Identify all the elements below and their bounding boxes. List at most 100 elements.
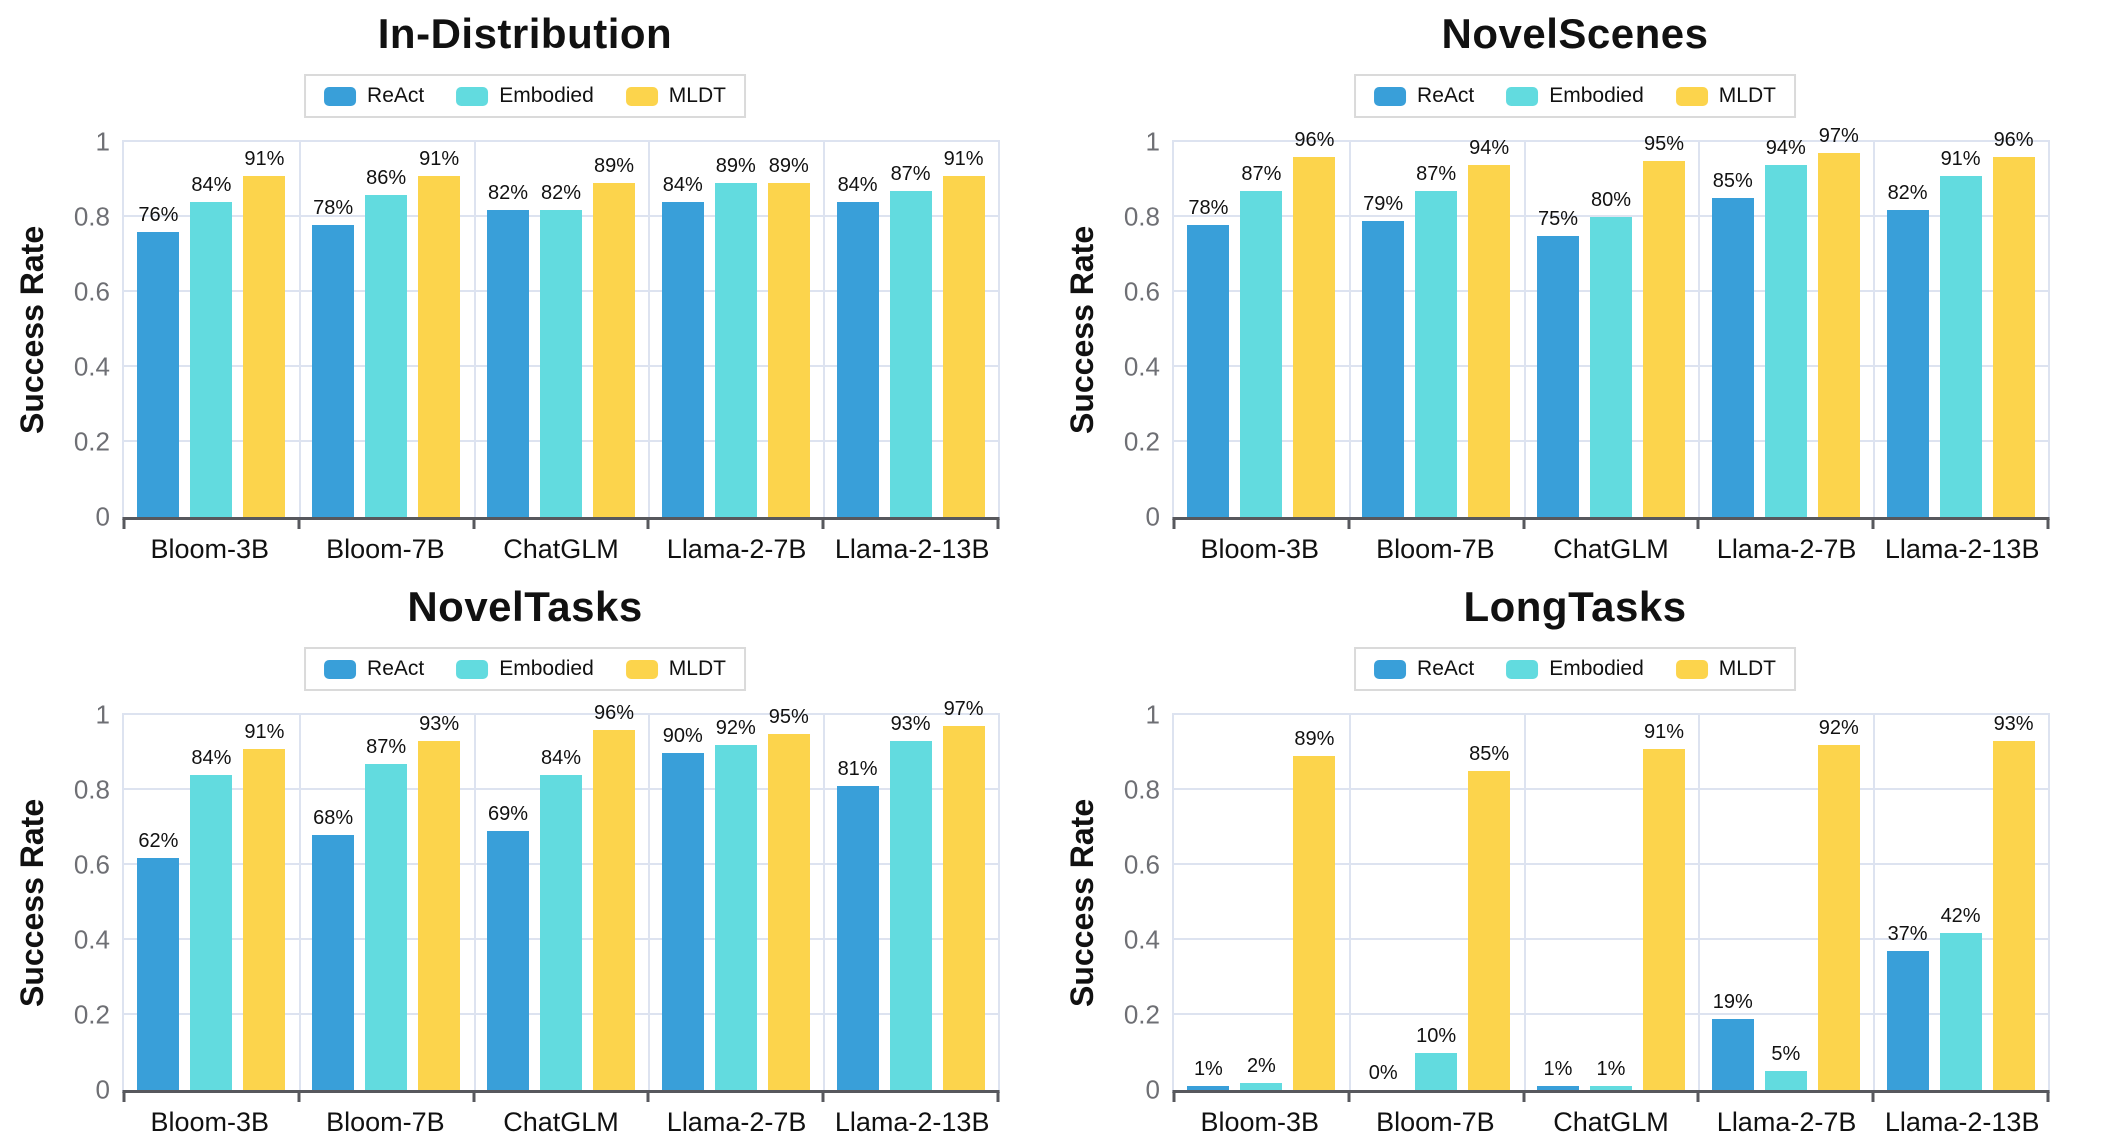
bar-value-label: 94% <box>1765 136 1806 159</box>
x-category-label: Llama-2-13B <box>1884 1107 2040 1137</box>
bar-embodied: 93% <box>889 713 932 1090</box>
bar-embodied: 84% <box>539 747 582 1090</box>
bar-embodied: 87% <box>889 163 932 517</box>
y-tick-label: 1 <box>95 699 110 730</box>
bar-group: 62% 84% 91% <box>124 715 299 1090</box>
bar-value-label: 84% <box>837 174 878 196</box>
x-category-label: Llama-2-13B <box>834 1107 990 1137</box>
legend-swatch-embodied <box>1506 659 1539 679</box>
gridline-vertical <box>648 715 651 1090</box>
bar-mldt: 91% <box>942 148 985 517</box>
legend-swatch-mldt <box>1675 659 1708 679</box>
bar-mldt: 93% <box>418 713 461 1090</box>
gridline-horizontal <box>1174 788 2048 790</box>
y-tick-label: 0.8 <box>73 201 110 232</box>
bar-value-label: 87% <box>1416 162 1457 185</box>
x-category-label: Llama-2-7B <box>666 534 807 564</box>
gridline-vertical <box>823 142 826 517</box>
bar-value-label: 89% <box>715 155 756 178</box>
chart-panel-novel-tasks: NovelTasks ReAct Embodied MLDT Success R… <box>0 573 1050 1146</box>
bar-react: 78% <box>312 197 355 517</box>
y-tick-label: 0.4 <box>73 924 110 955</box>
x-category-label: Llama-2-13B <box>1884 534 2040 564</box>
y-axis-title: Success Rate <box>14 225 50 435</box>
legend-label-react: ReAct <box>1417 657 1475 680</box>
x-axis-tick <box>472 517 476 529</box>
legend-label-embodied: Embodied <box>499 84 594 107</box>
bar-mldt: 91% <box>418 148 461 517</box>
bar-react: 19% <box>1711 991 1754 1090</box>
bar-value-label: 80% <box>1590 189 1631 211</box>
bar-group: 82% 91% 96% <box>1873 129 2048 517</box>
y-tick-label: 0 <box>95 1074 110 1105</box>
bar-embodied: 5% <box>1764 1043 1807 1090</box>
x-category-label: ChatGLM <box>1553 1107 1669 1137</box>
y-tick-label: 0.6 <box>1123 849 1160 880</box>
bar-react: 69% <box>486 803 529 1090</box>
y-axis-title: Success Rate <box>1064 225 1100 435</box>
bar-group: 0% 10% 85% <box>1349 715 1524 1090</box>
bar-group: 81% 93% 97% <box>823 698 998 1090</box>
x-axis-tick <box>1696 1090 1700 1102</box>
chart-legend: ReAct Embodied MLDT <box>304 647 746 691</box>
x-axis-labels: Bloom-3B Bloom-7B ChatGLM Llama-2-7B Llama-2… <box>1172 1107 2050 1138</box>
legend-swatch-react <box>1374 86 1407 106</box>
bar-embodied: 87% <box>365 736 408 1090</box>
bar-value-label: 82% <box>487 181 528 204</box>
y-tick-label: 0 <box>95 501 110 532</box>
bar-react: 76% <box>137 204 180 517</box>
gridline-vertical <box>1348 142 1351 517</box>
bar-value-label: 93% <box>1993 713 2034 736</box>
chart-legend: ReAct Embodied MLDT <box>1354 647 1796 691</box>
y-tick-label: 1 <box>1145 126 1160 157</box>
x-axis-tick <box>472 1090 476 1102</box>
chart-title: LongTasks <box>1463 583 1687 630</box>
y-tick-label: 0 <box>1145 1074 1160 1105</box>
x-axis-tick <box>122 517 126 529</box>
bar-value-label: 76% <box>138 204 179 226</box>
legend-item-embodied: Embodied <box>456 657 594 681</box>
gridline-vertical <box>1873 142 1876 517</box>
bar-value-label: 10% <box>1416 1024 1457 1047</box>
chart-legend: ReAct Embodied MLDT <box>1354 74 1796 118</box>
x-category-label: ChatGLM <box>1553 534 1669 564</box>
x-axis-labels: Bloom-3B Bloom-7B ChatGLM Llama-2-7B Llama-2… <box>122 534 1000 565</box>
bar-react: 81% <box>836 758 879 1090</box>
x-category-label: ChatGLM <box>503 1107 619 1137</box>
legend-item-embodied: Embodied <box>1506 84 1644 108</box>
bar-group: 76% 84% 91% <box>124 142 299 517</box>
bar-mldt: 96% <box>1293 129 1336 517</box>
chart-title: In-Distribution <box>377 10 673 57</box>
plot-area: 78% 87% 96% 79% 87% 94% 75% 80% 95% 85% 94% 97% 82% 9… <box>1124 125 2050 532</box>
bar-group: 85% 94% 97% <box>1698 125 1873 517</box>
bar-group: 1% 2% 89% <box>1174 715 1349 1090</box>
bar-mldt: 97% <box>942 698 985 1090</box>
y-tick-label: 0.2 <box>1123 426 1160 457</box>
x-axis-tick <box>1522 517 1526 529</box>
legend-swatch-mldt <box>625 659 658 679</box>
bar-group: 78% 86% 91% <box>299 142 474 517</box>
bar-value-label: 95% <box>1643 132 1684 155</box>
plot-area: 62% 84% 91% 68% 87% 93% 69% 84% 96% 90% 92% 95% 81% 9… <box>74 698 1000 1105</box>
legend-item-react: ReAct <box>1374 84 1474 108</box>
legend-swatch-embodied <box>1506 86 1539 106</box>
bar-react: 90% <box>661 725 704 1090</box>
bar-react: 78% <box>1187 197 1230 517</box>
legend-item-react: ReAct <box>324 657 424 681</box>
legend-swatch-react <box>324 86 357 106</box>
bar-react: 62% <box>137 830 180 1090</box>
bar-mldt: 89% <box>592 155 635 517</box>
legend-label-react: ReAct <box>367 84 425 107</box>
bar-groups: 78% 87% 96% 79% 87% 94% 75% 80% 95% 85% 94% 97% 82% 9… <box>1174 125 2048 517</box>
bar-value-label: 97% <box>1818 125 1859 148</box>
bar-react: 84% <box>661 174 704 517</box>
bar-mldt: 94% <box>1468 137 1511 517</box>
bar-value-label: 93% <box>419 713 460 736</box>
y-axis-title: Success Rate <box>1064 798 1100 1008</box>
gridline-vertical <box>648 142 651 517</box>
bar-embodied: 86% <box>365 167 408 517</box>
x-axis-tick <box>646 1090 650 1102</box>
legend-item-mldt: MLDT <box>625 84 726 108</box>
legend-item-mldt: MLDT <box>1675 84 1776 108</box>
